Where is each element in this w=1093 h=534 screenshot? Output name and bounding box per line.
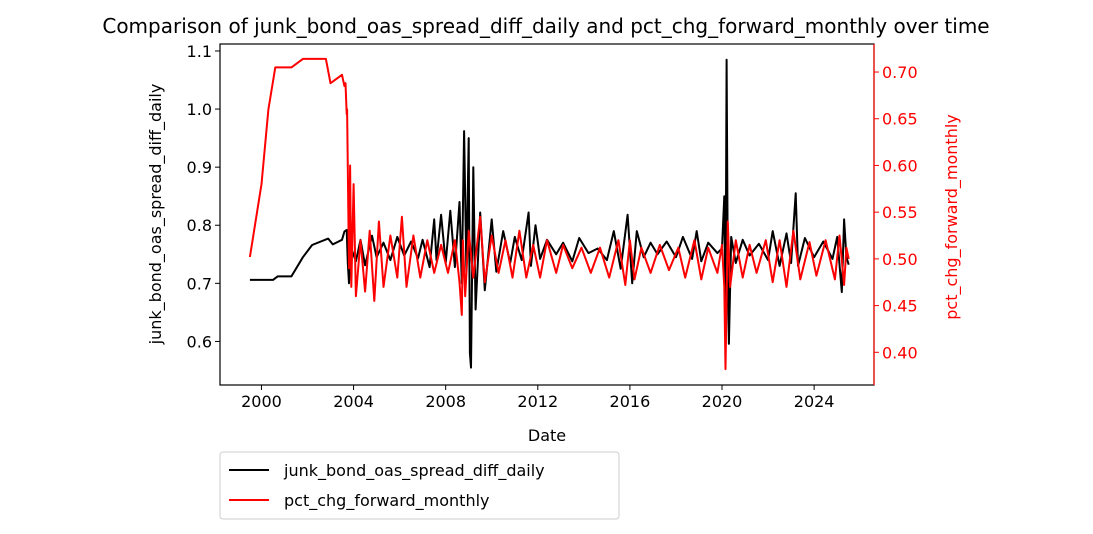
- y-left-tick-label: 1.1: [187, 42, 212, 61]
- x-axis-ticks: 2000 2004 2008 2012 2016 2020 2024: [241, 385, 834, 411]
- series-layer: [248, 57, 850, 371]
- y-left-tick-label: 1.0: [187, 100, 212, 119]
- x-tick-label: 2020: [702, 392, 743, 411]
- y-right-tick-label: 0.70: [882, 63, 918, 82]
- y-right-tick-label: 0.55: [882, 203, 918, 222]
- y-left-tick-label: 0.7: [187, 274, 212, 293]
- x-tick-label: 2012: [517, 392, 558, 411]
- x-tick-label: 2004: [333, 392, 374, 411]
- y-left-axis-ticks: 0.6 0.7 0.8 0.9 1.0 1.1: [187, 42, 220, 351]
- x-tick-label: 2008: [425, 392, 466, 411]
- y-left-axis-label: junk_bond_oas_spread_diff_daily: [146, 84, 166, 346]
- y-right-tick-label: 0.45: [882, 297, 918, 316]
- series-line-pct-chg-forward-monthly: [248, 57, 850, 371]
- y-right-tick-label: 0.65: [882, 110, 918, 129]
- y-left-tick-label: 0.8: [187, 216, 212, 235]
- legend-label-junk-bond: junk_bond_oas_spread_diff_daily: [283, 461, 545, 481]
- series-line-junk-bond-oas-spread-diff-daily: [249, 58, 850, 369]
- y-right-tick-label: 0.40: [882, 343, 918, 362]
- legend-box: [219, 451, 620, 520]
- y-right-axis-ticks: 0.40 0.45 0.50 0.55 0.60 0.65 0.70: [874, 63, 918, 362]
- x-tick-label: 2024: [794, 392, 835, 411]
- y-right-tick-label: 0.60: [882, 156, 918, 175]
- y-left-tick-label: 0.6: [187, 332, 212, 351]
- x-tick-label: 2016: [610, 392, 651, 411]
- y-left-tick-label: 0.9: [187, 158, 212, 177]
- y-right-tick-label: 0.50: [882, 250, 918, 269]
- y-right-axis-label: pct_chg_forward_monthly: [942, 114, 962, 320]
- x-tick-label: 2000: [241, 392, 282, 411]
- legend: junk_bond_oas_spread_diff_daily pct_chg_…: [219, 451, 620, 520]
- x-axis-label: Date: [528, 426, 566, 445]
- chart-title: Comparison of junk_bond_oas_spread_diff_…: [102, 14, 989, 38]
- legend-label-pct-chg: pct_chg_forward_monthly: [284, 491, 490, 511]
